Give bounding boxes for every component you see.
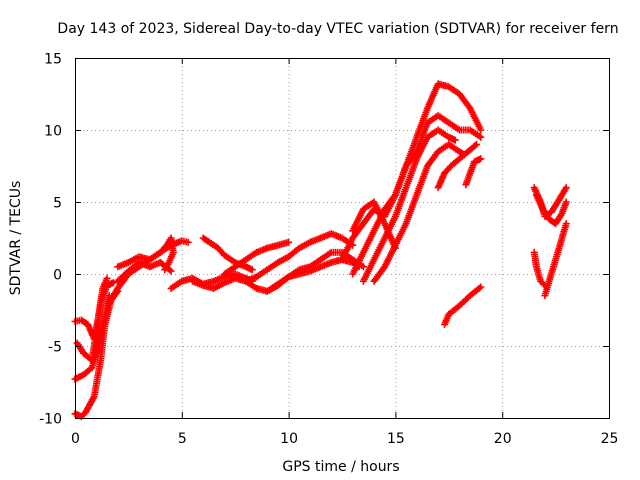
marker-path bbox=[242, 230, 357, 285]
series-track-17 bbox=[370, 140, 468, 285]
y-tick-label: 0 bbox=[53, 268, 62, 284]
marker-path bbox=[114, 259, 175, 285]
marker-path bbox=[541, 220, 570, 300]
marker-path bbox=[532, 191, 570, 228]
series-track-24 bbox=[530, 248, 549, 289]
series-track-12 bbox=[242, 230, 357, 285]
series-track-13 bbox=[263, 248, 367, 295]
marker-path bbox=[530, 248, 549, 289]
series-track-6 bbox=[114, 237, 192, 271]
marker-path bbox=[359, 126, 459, 285]
marker-path bbox=[349, 112, 485, 278]
series-track-18 bbox=[349, 198, 399, 252]
series-track-11 bbox=[221, 238, 293, 278]
x-tick-label: 25 bbox=[601, 431, 619, 447]
series-track-19 bbox=[434, 140, 481, 192]
x-tick-label: 5 bbox=[178, 431, 187, 447]
marker-path bbox=[462, 155, 485, 189]
series-track-23 bbox=[532, 191, 570, 228]
marker-path bbox=[263, 248, 367, 295]
y-tick-label: 5 bbox=[53, 196, 62, 212]
marker-path bbox=[73, 279, 117, 364]
marker-path bbox=[370, 140, 468, 285]
marker-path bbox=[349, 198, 399, 252]
y-tick-label: 15 bbox=[44, 52, 62, 68]
series-track-20 bbox=[462, 155, 485, 189]
x-tick-label: 10 bbox=[280, 431, 298, 447]
series-track-16 bbox=[359, 126, 459, 285]
x-tick-label: 0 bbox=[71, 431, 80, 447]
y-axis-label: SDTVAR / TECUs bbox=[8, 181, 24, 296]
series-track-21 bbox=[441, 283, 485, 328]
y-tick-label: -5 bbox=[48, 340, 62, 356]
grid-lines bbox=[75, 58, 609, 418]
marker-path bbox=[199, 234, 256, 274]
x-tick-label: 15 bbox=[387, 431, 405, 447]
chart-title: Day 143 of 2023, Sidereal Day-to-day VTE… bbox=[57, 21, 618, 37]
series-track-15 bbox=[349, 112, 485, 278]
marker-path bbox=[221, 238, 293, 278]
marker-path bbox=[114, 237, 192, 271]
series-track-10 bbox=[199, 234, 256, 274]
data-points bbox=[71, 80, 570, 421]
plot-frame bbox=[75, 58, 610, 419]
marker-path bbox=[441, 283, 485, 328]
axis-ticks bbox=[75, 58, 610, 419]
x-axis-label: GPS time / hours bbox=[282, 459, 399, 475]
series-track-7 bbox=[114, 259, 175, 285]
y-tick-label: 10 bbox=[44, 124, 62, 140]
y-tick-label: -10 bbox=[39, 412, 62, 428]
series-track-25 bbox=[541, 220, 570, 300]
x-tick-label: 20 bbox=[494, 431, 512, 447]
series-track-3 bbox=[73, 279, 117, 364]
marker-path bbox=[434, 140, 481, 192]
